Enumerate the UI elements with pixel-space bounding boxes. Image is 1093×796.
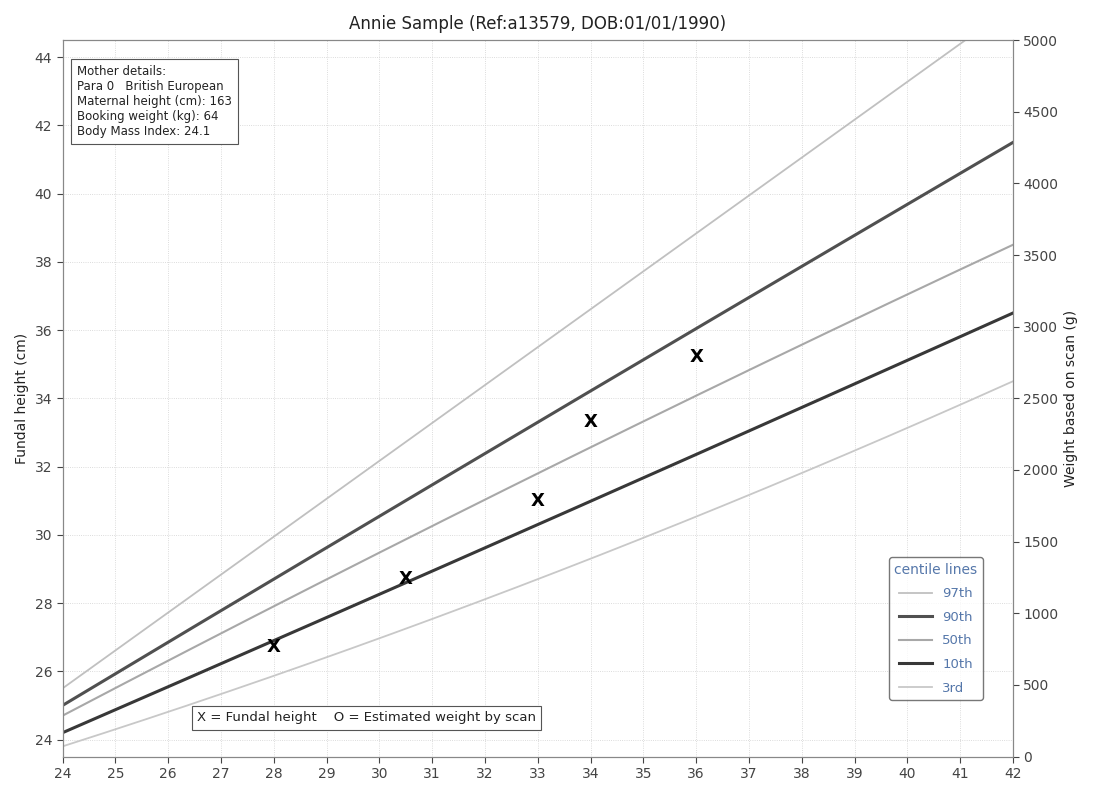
Text: X: X	[584, 413, 598, 431]
Legend: 97th, 90th, 50th, 10th, 3rd: 97th, 90th, 50th, 10th, 3rd	[889, 557, 983, 700]
Y-axis label: Weight based on scan (g): Weight based on scan (g)	[1063, 310, 1078, 487]
Text: X: X	[531, 492, 544, 509]
Title: Annie Sample (Ref:a13579, DOB:01/01/1990): Annie Sample (Ref:a13579, DOB:01/01/1990…	[349, 15, 727, 33]
Y-axis label: Fundal height (cm): Fundal height (cm)	[15, 333, 30, 464]
Text: Mother details:
Para 0   British European
Maternal height (cm): 163
Booking weig: Mother details: Para 0 British European …	[77, 65, 232, 139]
Text: X: X	[267, 638, 281, 657]
Text: X = Fundal height    O = Estimated weight by scan: X = Fundal height O = Estimated weight b…	[197, 712, 537, 724]
Text: X: X	[399, 570, 413, 588]
Text: X: X	[690, 349, 703, 366]
